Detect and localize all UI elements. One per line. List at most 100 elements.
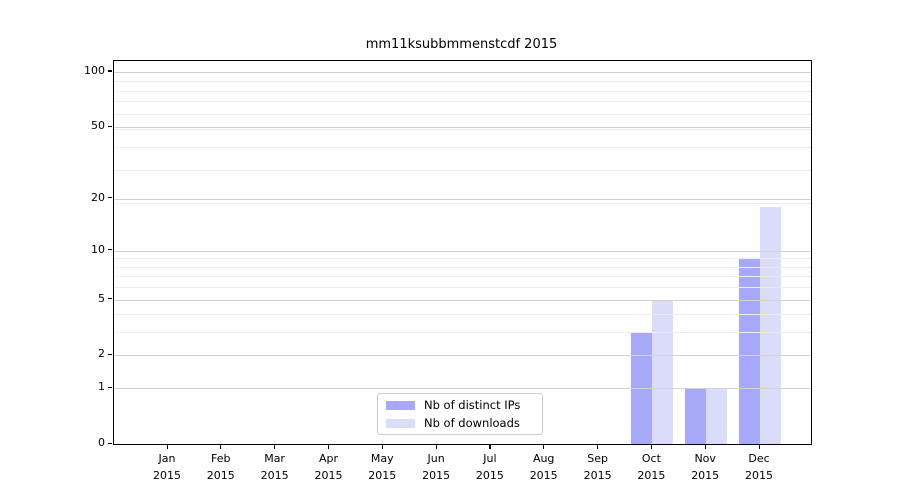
y-tick-label: 5 [98, 291, 105, 305]
y-tick-label: 100 [84, 63, 105, 77]
y-tick-label: 2 [98, 347, 105, 361]
x-tick-month: Feb [211, 452, 231, 465]
major-gridline [114, 71, 811, 73]
y-tickmark [108, 249, 112, 251]
minor-gridline [114, 332, 811, 334]
major-gridline [114, 250, 811, 252]
x-tick-label: Oct 2015 [623, 451, 679, 484]
plot-area: Nb of distinct IPs Nb of downloads [113, 60, 812, 445]
y-tickmark [108, 353, 112, 356]
x-tick-month: Oct [641, 452, 661, 465]
x-tick-label: Jul 2015 [462, 451, 518, 484]
y-tickmark [108, 125, 112, 127]
x-tickmark [166, 445, 168, 449]
y-tickmark [108, 386, 112, 388]
minor-gridline [114, 202, 811, 204]
x-tick-label: Sep 2015 [570, 451, 626, 484]
minor-gridline [114, 266, 811, 268]
x-tickmark [220, 445, 222, 449]
x-tickmark [758, 445, 760, 449]
minor-gridline [114, 258, 811, 260]
major-gridline [114, 198, 811, 200]
x-tick-month: Nov [694, 452, 716, 465]
legend-label-downloads: Nb of downloads [424, 416, 520, 430]
x-tick-month: Jul [483, 452, 497, 465]
bar-nov-downloads [706, 388, 728, 444]
y-tickmark [108, 442, 112, 444]
bar-oct-downloads [652, 299, 674, 444]
x-tick-label: Jun 2015 [408, 451, 464, 484]
y-tick-label: 10 [91, 242, 105, 256]
x-tickmark [489, 445, 491, 449]
x-tick-label: Mar 2015 [247, 451, 303, 484]
x-tickmark [328, 445, 330, 449]
x-tick-month: Jan [158, 452, 176, 465]
minor-gridline [114, 169, 811, 171]
major-gridline [114, 355, 811, 357]
y-tick-label: 0 [98, 436, 105, 449]
x-tick-year: 2015 [529, 468, 558, 482]
chart-title: mm11ksubbmmenstcdf 2015 [365, 37, 558, 52]
major-gridline [114, 127, 811, 128]
x-tick-year: 2015 [153, 468, 181, 482]
minor-gridline [114, 287, 811, 289]
bar-oct-distinct-ips [631, 332, 653, 444]
x-tick-month: Jun [427, 452, 445, 465]
y-tick-label: 20 [91, 190, 105, 204]
x-tick-year: 2015 [583, 468, 612, 482]
minor-gridline [114, 113, 811, 115]
x-tick-year: 2015 [368, 468, 397, 482]
x-tick-label: Feb 2015 [193, 451, 249, 484]
legend-label-distinct-ips: Nb of distinct IPs [424, 398, 521, 412]
legend-entry-distinct-ips: Nb of distinct IPs [386, 398, 534, 412]
minor-gridline [114, 314, 811, 316]
legend-swatch-downloads [386, 418, 415, 428]
x-tick-year: 2015 [260, 468, 289, 482]
y-tickmark [108, 197, 112, 199]
y-tickmark [108, 298, 112, 300]
x-tick-month: Aug [532, 452, 555, 465]
minor-gridline [114, 101, 811, 103]
x-tick-label: May 2015 [354, 451, 410, 484]
legend-entry-downloads: Nb of downloads [386, 416, 534, 430]
y-tick-label: 50 [91, 119, 105, 132]
x-tick-month: Sep [587, 452, 608, 465]
x-tick-year: 2015 [422, 468, 451, 482]
minor-gridline [114, 146, 811, 148]
x-tick-year: 2015 [691, 468, 720, 482]
x-tick-year: 2015 [475, 468, 504, 482]
x-tickmark [704, 445, 706, 449]
x-tick-year: 2015 [637, 468, 666, 482]
x-tickmark [650, 445, 653, 449]
bar-dec-distinct-ips [739, 258, 760, 444]
x-tick-label: Nov 2015 [677, 451, 733, 484]
minor-gridline [114, 90, 811, 92]
x-tick-label: Apr 2015 [301, 451, 357, 484]
legend-swatch-distinct-ips [386, 400, 415, 410]
x-tick-year: 2015 [745, 468, 773, 482]
x-tick-month: Apr [318, 452, 339, 465]
legend: Nb of distinct IPs Nb of downloads [377, 393, 543, 435]
x-tick-month: Mar [264, 452, 285, 465]
minor-gridline [114, 276, 811, 278]
x-tick-month: Dec [748, 452, 770, 465]
x-tick-label: Jan 2015 [139, 451, 195, 484]
bar-dec-downloads [760, 206, 781, 444]
x-tickmark [543, 445, 545, 449]
x-tick-month: May [370, 452, 394, 465]
x-tickmark [274, 445, 276, 449]
x-tick-year: 2015 [206, 468, 235, 482]
y-tick-label: 1 [98, 380, 105, 394]
x-tickmark [381, 445, 383, 449]
x-tick-year: 2015 [314, 468, 343, 482]
x-tick-label: Dec 2015 [731, 451, 787, 484]
y-tickmark [108, 70, 112, 72]
x-tick-label: Aug 2015 [516, 451, 572, 484]
bar-nov-distinct-ips [685, 388, 707, 444]
minor-gridline [114, 81, 811, 83]
minor-gridline [114, 128, 811, 130]
major-gridline [114, 299, 811, 301]
major-gridline [114, 388, 811, 390]
x-tickmark [435, 445, 437, 449]
